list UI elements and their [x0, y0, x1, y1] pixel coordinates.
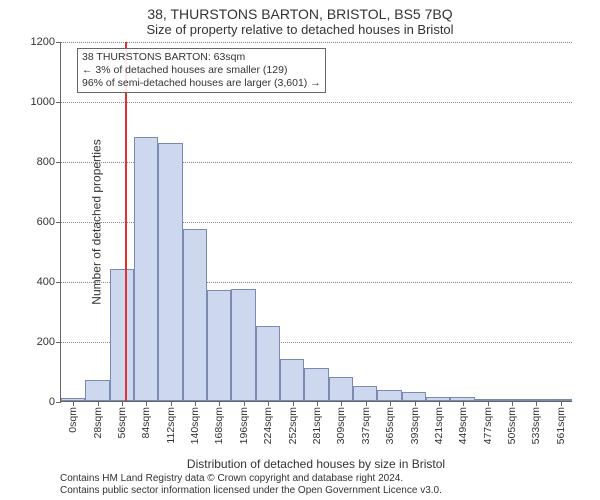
page-title: 38, THURSTONS BARTON, BRISTOL, BS5 7BQ: [0, 0, 600, 22]
bars-container: [61, 42, 572, 401]
y-tick-label: 1000: [31, 96, 55, 108]
x-tick-label: 421sqm: [433, 407, 445, 444]
x-axis-label: Distribution of detached houses by size …: [60, 457, 572, 471]
x-tick-label: 28sqm: [92, 407, 104, 439]
histogram-bar: [158, 143, 182, 401]
y-tick-label: 600: [37, 216, 55, 228]
annotation-line: 38 THURSTONS BARTON: 63sqm: [82, 51, 321, 64]
y-tick-label: 800: [37, 156, 55, 168]
x-tick-mark: [463, 401, 464, 406]
x-tick-label: 252sqm: [287, 407, 299, 444]
annotation-line: 96% of semi-detached houses are larger (…: [82, 77, 321, 90]
footer: Contains HM Land Registry data © Crown c…: [60, 473, 572, 496]
page-subtitle: Size of property relative to detached ho…: [0, 23, 600, 38]
x-tick-label: 56sqm: [116, 407, 128, 439]
x-tick-label: 449sqm: [457, 407, 469, 444]
footer-line-2: Contains public sector information licen…: [60, 485, 572, 497]
histogram-bar: [304, 368, 328, 401]
x-tick-label: 561sqm: [555, 407, 567, 444]
histogram-bar: [353, 386, 377, 401]
histogram-bar: [256, 326, 280, 401]
x-tick-mark: [244, 401, 245, 406]
histogram-bar: [329, 377, 353, 401]
histogram-bar: [280, 359, 304, 401]
x-tick-label: 196sqm: [238, 407, 250, 444]
y-tick-label: 200: [37, 336, 55, 348]
y-tick-label: 0: [49, 396, 55, 408]
x-tick-mark: [98, 401, 99, 406]
x-tick-label: 112sqm: [165, 407, 177, 444]
x-tick-mark: [561, 401, 562, 406]
x-tick-label: 0sqm: [67, 407, 79, 433]
x-tick-label: 533sqm: [530, 407, 542, 444]
x-tick-mark: [536, 401, 537, 406]
x-tick-mark: [415, 401, 416, 406]
x-tick-mark: [171, 401, 172, 406]
histogram-bar: [110, 269, 134, 401]
x-tick-label: 365sqm: [384, 407, 396, 444]
x-tick-mark: [317, 401, 318, 406]
x-tick-mark: [73, 401, 74, 406]
histogram-bar: [183, 229, 207, 402]
x-tick-label: 224sqm: [262, 407, 274, 444]
histogram-bar: [207, 290, 231, 401]
annotation-line: ← 3% of detached houses are smaller (129…: [82, 64, 321, 77]
plot: 020040060080010001200 38 THURSTONS BARTO…: [60, 42, 572, 402]
x-tick-label: 140sqm: [189, 407, 201, 444]
x-tick-label: 84sqm: [140, 407, 152, 439]
x-tick-mark: [390, 401, 391, 406]
y-tick-label: 400: [37, 276, 55, 288]
y-tick-mark: [56, 402, 61, 403]
marker-line: [125, 42, 127, 401]
y-tick-label: 1200: [31, 36, 55, 48]
x-tick-mark: [488, 401, 489, 406]
x-tick-label: 168sqm: [213, 407, 225, 444]
x-tick-mark: [268, 401, 269, 406]
x-tick-mark: [122, 401, 123, 406]
histogram-bar: [402, 392, 426, 401]
x-tick-mark: [195, 401, 196, 406]
x-tick-mark: [512, 401, 513, 406]
x-tick-mark: [439, 401, 440, 406]
x-tick-label: 477sqm: [482, 407, 494, 444]
histogram-bar: [134, 137, 158, 401]
chart-area: Number of detached properties 0200400600…: [60, 42, 572, 402]
histogram-bar: [231, 289, 255, 402]
x-tick-label: 393sqm: [409, 407, 421, 444]
footer-line-1: Contains HM Land Registry data © Crown c…: [60, 473, 572, 485]
x-tick-mark: [293, 401, 294, 406]
histogram-bar: [523, 399, 547, 401]
histogram-bar: [548, 399, 572, 401]
x-tick-label: 309sqm: [335, 407, 347, 444]
histogram-bar: [377, 390, 401, 401]
x-tick-label: 505sqm: [506, 407, 518, 444]
x-tick-label: 337sqm: [360, 407, 372, 444]
annotation-box: 38 THURSTONS BARTON: 63sqm← 3% of detach…: [77, 48, 326, 93]
x-tick-label: 281sqm: [311, 407, 323, 444]
x-tick-mark: [219, 401, 220, 406]
x-tick-mark: [146, 401, 147, 406]
x-tick-mark: [341, 401, 342, 406]
x-tick-mark: [366, 401, 367, 406]
histogram-bar: [85, 380, 109, 401]
